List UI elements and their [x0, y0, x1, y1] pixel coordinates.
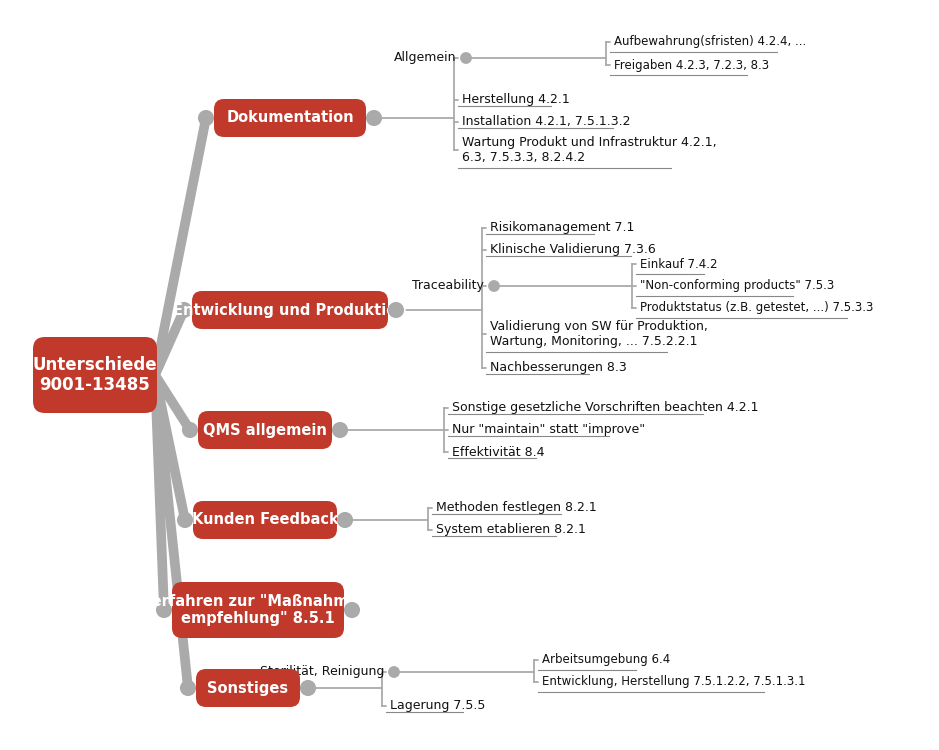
Circle shape [178, 513, 192, 527]
Text: Herstellung 4.2.1: Herstellung 4.2.1 [462, 94, 570, 106]
Text: Aufbewahrung(sfristen) 4.2.4, ...: Aufbewahrung(sfristen) 4.2.4, ... [614, 35, 807, 49]
Text: Unterschiede
9001-13485: Unterschiede 9001-13485 [33, 356, 158, 395]
Circle shape [389, 667, 399, 677]
Circle shape [301, 681, 315, 695]
FancyBboxPatch shape [172, 582, 344, 638]
Text: Sterilität, Reinigung: Sterilität, Reinigung [259, 665, 384, 679]
FancyBboxPatch shape [192, 291, 388, 329]
Circle shape [199, 111, 213, 125]
Text: Nachbesserungen 8.3: Nachbesserungen 8.3 [490, 362, 626, 374]
Text: Kunden Feedback: Kunden Feedback [192, 512, 338, 527]
Text: Installation 4.2.1, 7.5.1.3.2: Installation 4.2.1, 7.5.1.3.2 [462, 116, 630, 128]
Text: Nur "maintain" statt "improve": Nur "maintain" statt "improve" [452, 424, 645, 436]
Circle shape [183, 423, 197, 437]
Text: Allgemein: Allgemein [393, 52, 456, 64]
Text: Lagerung 7.5.5: Lagerung 7.5.5 [390, 700, 485, 712]
Text: Freigaben 4.2.3, 7.2.3, 8.3: Freigaben 4.2.3, 7.2.3, 8.3 [614, 58, 769, 71]
Text: Produktstatus (z.B. getestet, ...) 7.5.3.3: Produktstatus (z.B. getestet, ...) 7.5.3… [640, 302, 873, 314]
Text: Entwicklung, Herstellung 7.5.1.2.2, 7.5.1.3.1: Entwicklung, Herstellung 7.5.1.2.2, 7.5.… [542, 676, 806, 688]
Text: Risikomanagement 7.1: Risikomanagement 7.1 [490, 221, 635, 235]
Circle shape [333, 423, 347, 437]
Text: Validierung von SW für Produktion,
Wartung, Monitoring, ... 7.5.2.2.1: Validierung von SW für Produktion, Wartu… [490, 320, 708, 348]
FancyBboxPatch shape [33, 337, 157, 413]
Text: Effektivität 8.4: Effektivität 8.4 [452, 446, 545, 458]
Text: QMS allgemein: QMS allgemein [203, 422, 327, 437]
Text: Sonstiges: Sonstiges [208, 680, 288, 695]
Circle shape [389, 303, 403, 317]
Circle shape [489, 281, 499, 291]
Circle shape [461, 53, 471, 63]
Text: Sonstige gesetzliche Vorschriften beachten 4.2.1: Sonstige gesetzliche Vorschriften beacht… [452, 401, 759, 415]
Text: Verfahren zur "Maßnahmen-
empfehlung" 8.5.1: Verfahren zur "Maßnahmen- empfehlung" 8.… [141, 594, 375, 626]
FancyBboxPatch shape [193, 501, 337, 539]
Circle shape [345, 603, 359, 617]
Text: Entwicklung und Produktion: Entwicklung und Produktion [173, 302, 407, 317]
Text: Dokumentation: Dokumentation [226, 110, 354, 125]
Text: Einkauf 7.4.2: Einkauf 7.4.2 [640, 257, 717, 271]
Circle shape [338, 513, 352, 527]
Text: Methoden festlegen 8.2.1: Methoden festlegen 8.2.1 [436, 502, 597, 515]
Text: Wartung Produkt und Infrastruktur 4.2.1,
6.3, 7.5.3.3, 8.2.4.2: Wartung Produkt und Infrastruktur 4.2.1,… [462, 136, 716, 164]
Text: Arbeitsumgebung 6.4: Arbeitsumgebung 6.4 [542, 653, 670, 667]
Circle shape [157, 603, 171, 617]
Text: "Non-conforming products" 7.5.3: "Non-conforming products" 7.5.3 [640, 280, 834, 292]
FancyBboxPatch shape [198, 411, 332, 449]
Text: System etablieren 8.2.1: System etablieren 8.2.1 [436, 524, 586, 536]
FancyBboxPatch shape [196, 669, 300, 707]
Circle shape [181, 681, 195, 695]
Text: Klinische Validierung 7.3.6: Klinische Validierung 7.3.6 [490, 244, 655, 256]
FancyBboxPatch shape [214, 99, 366, 137]
Text: Traceability: Traceability [412, 280, 484, 292]
Circle shape [367, 111, 381, 125]
Circle shape [177, 303, 191, 317]
